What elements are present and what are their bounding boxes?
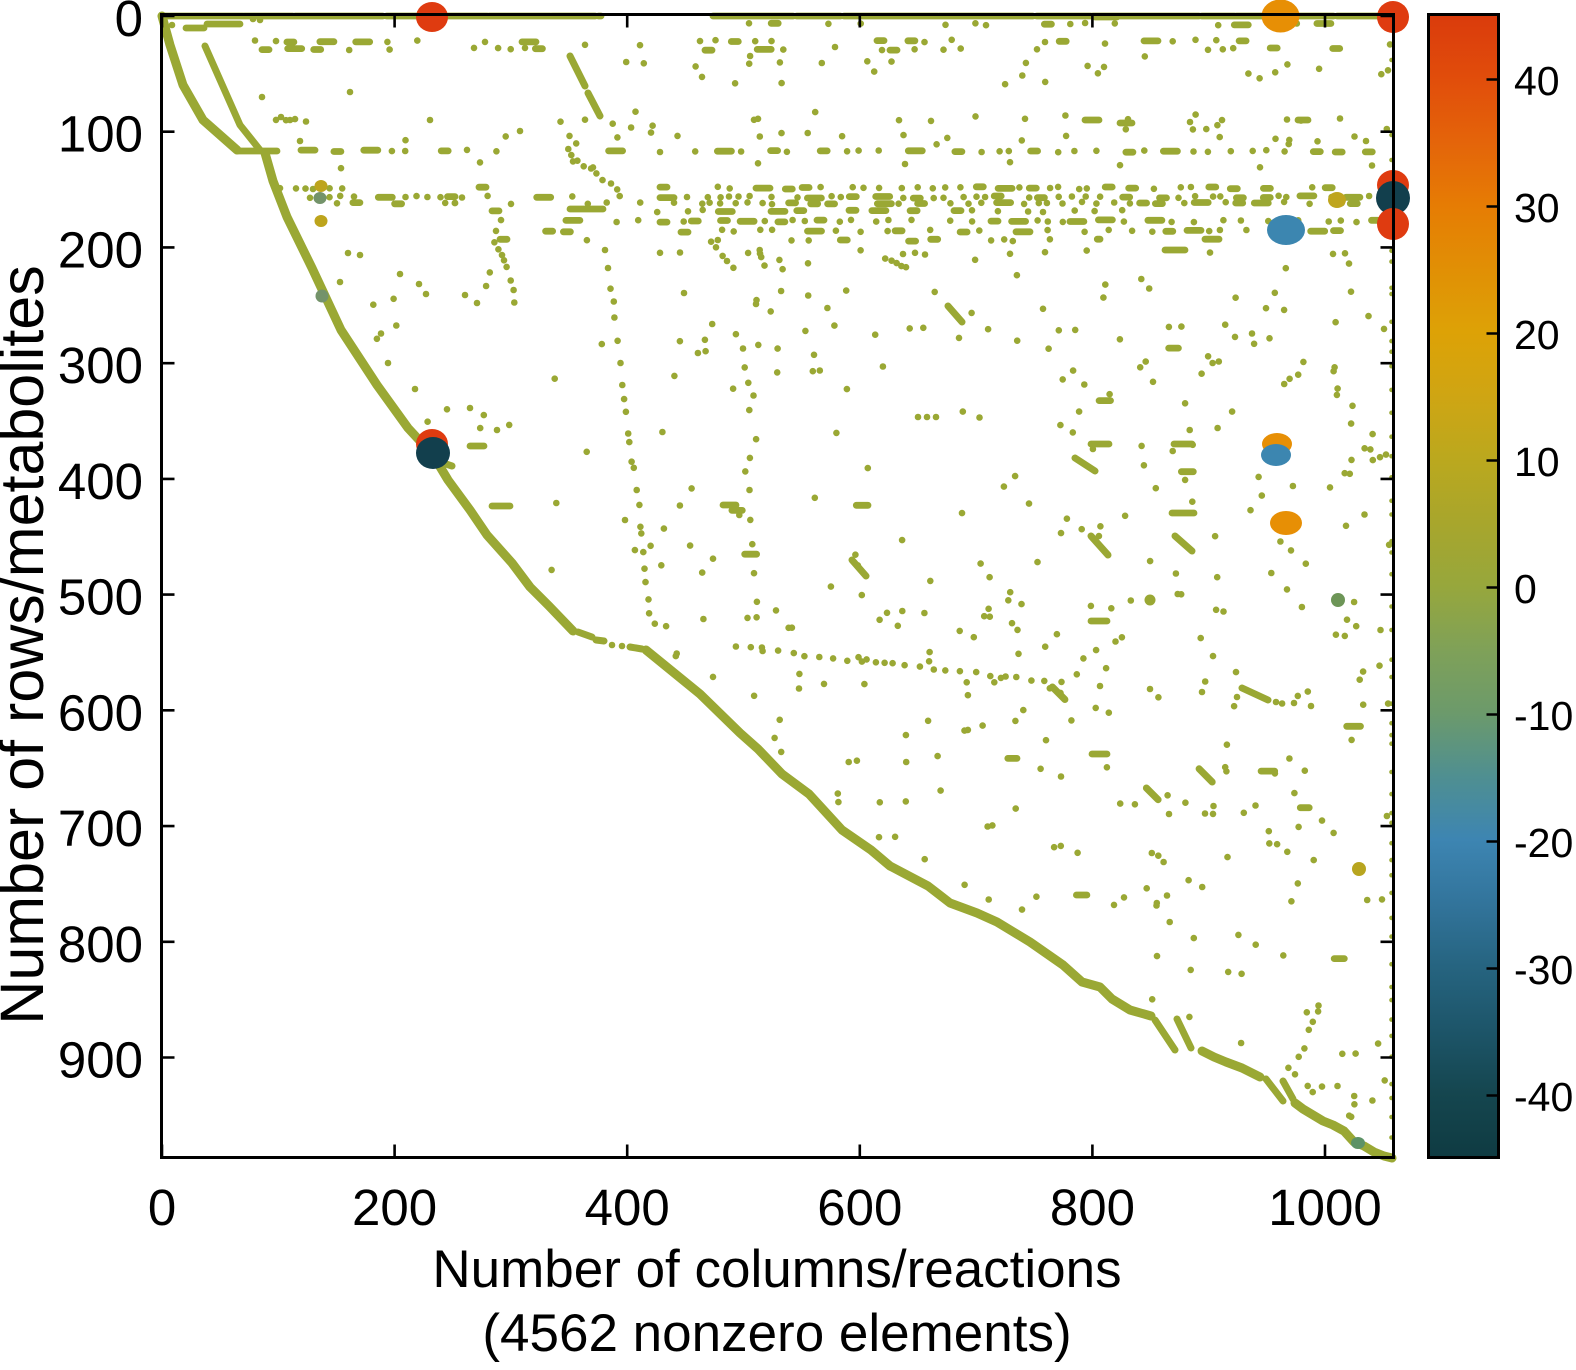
svg-text:0: 0 bbox=[1514, 566, 1537, 612]
svg-text:-10: -10 bbox=[1514, 693, 1573, 739]
svg-text:200: 200 bbox=[352, 1179, 437, 1236]
svg-text:600: 600 bbox=[817, 1179, 902, 1236]
svg-text:Number of rows/metabolites: Number of rows/metabolites bbox=[0, 265, 56, 1024]
svg-text:800: 800 bbox=[1050, 1179, 1135, 1236]
svg-text:100: 100 bbox=[58, 106, 143, 163]
svg-text:1000: 1000 bbox=[1268, 1179, 1381, 1236]
svg-text:900: 900 bbox=[58, 1032, 143, 1089]
svg-text:40: 40 bbox=[1514, 58, 1560, 104]
svg-text:Number of columns/reactions: Number of columns/reactions bbox=[432, 1240, 1121, 1299]
svg-text:700: 700 bbox=[58, 800, 143, 857]
svg-text:200: 200 bbox=[58, 221, 143, 278]
svg-text:600: 600 bbox=[58, 684, 143, 741]
svg-text:500: 500 bbox=[58, 569, 143, 626]
svg-text:0: 0 bbox=[148, 1179, 176, 1236]
svg-text:-40: -40 bbox=[1514, 1074, 1573, 1120]
svg-text:300: 300 bbox=[58, 337, 143, 394]
svg-text:10: 10 bbox=[1514, 439, 1560, 485]
svg-text:400: 400 bbox=[58, 453, 143, 510]
svg-text:20: 20 bbox=[1514, 312, 1560, 358]
svg-text:30: 30 bbox=[1514, 185, 1560, 231]
svg-text:(4562 nonzero elements): (4562 nonzero elements) bbox=[482, 1304, 1071, 1363]
svg-text:800: 800 bbox=[58, 916, 143, 973]
svg-text:0: 0 bbox=[115, 0, 143, 47]
svg-text:-30: -30 bbox=[1514, 947, 1573, 993]
svg-text:-20: -20 bbox=[1514, 820, 1573, 866]
svg-text:400: 400 bbox=[585, 1179, 670, 1236]
